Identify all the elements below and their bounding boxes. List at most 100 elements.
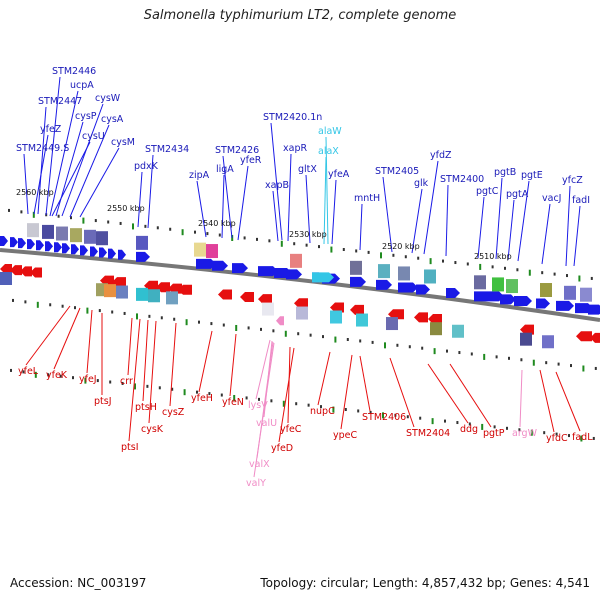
tick-dot xyxy=(568,434,570,438)
gene-label-forward: STM2447 xyxy=(38,96,82,107)
gene-label-forward: alaW xyxy=(318,126,342,137)
gene-label-reverse: argW xyxy=(512,428,538,439)
gene-block xyxy=(27,223,39,238)
label-leader-line xyxy=(331,179,337,245)
tick-dot xyxy=(20,210,23,214)
gene-arrow-reverse xyxy=(258,294,272,305)
gene-label-reverse: yfeN xyxy=(222,397,244,408)
gene-arrow-forward xyxy=(0,236,8,246)
gene-arrow-forward xyxy=(556,300,574,311)
tick-dot xyxy=(508,356,510,360)
label-leader-line xyxy=(539,369,555,433)
gene-arrow-forward xyxy=(108,248,116,259)
gene-label-reverse: STM2404 xyxy=(406,428,450,439)
gene-label-forward: yfeA xyxy=(328,169,350,180)
backbone-layer xyxy=(0,248,600,322)
label-leader-line xyxy=(449,363,492,428)
gene-label-forward: pgtB xyxy=(494,167,516,178)
gene-arrow-forward xyxy=(514,295,532,306)
gene-label-forward: yfcZ xyxy=(562,175,583,186)
leader-line-layer xyxy=(23,76,581,478)
tick-dot xyxy=(466,262,469,266)
gene-block xyxy=(70,228,82,243)
tick-dot xyxy=(34,371,37,378)
label-leader-line xyxy=(359,355,371,412)
gene-block xyxy=(136,287,148,301)
gene-arrow-forward xyxy=(376,279,392,290)
tick-dot xyxy=(530,429,533,436)
gene-block xyxy=(424,269,436,284)
label-leader-line xyxy=(541,203,551,265)
label-leader-line xyxy=(287,346,291,424)
gene-label-forward: yfdZ xyxy=(430,150,452,161)
tick-dot xyxy=(8,208,10,212)
tick-dot xyxy=(355,249,358,253)
tick-dot xyxy=(158,386,161,390)
label-leader-line xyxy=(33,134,49,215)
gene-label-forward: ligA xyxy=(216,164,234,175)
tick-dot xyxy=(566,274,568,278)
label-leader-line xyxy=(423,160,439,255)
tick-dot xyxy=(322,335,324,339)
gene-label-forward: glk xyxy=(414,178,429,189)
gene-label-forward: zipA xyxy=(189,170,210,181)
gene-arrow-reverse xyxy=(218,289,232,300)
gene-label-forward: gltX xyxy=(298,164,317,175)
gene-label-forward: STM2449.S xyxy=(16,143,69,154)
tick-dot xyxy=(359,339,362,343)
tick-dot xyxy=(268,239,271,243)
tick-dot xyxy=(96,379,99,383)
gene-block xyxy=(330,310,342,324)
tick-dot xyxy=(231,234,234,241)
label-leader-line xyxy=(253,342,275,478)
gene-block xyxy=(564,285,576,300)
tick-dot xyxy=(148,314,151,318)
gene-label-reverse: valY xyxy=(246,478,266,489)
gene-label-forward: pgtA xyxy=(506,189,529,200)
tick-dot xyxy=(181,229,184,236)
gene-label-reverse: fadL xyxy=(572,432,593,443)
gene-arrow-forward xyxy=(500,294,516,305)
gene-arrow-reverse xyxy=(100,275,114,286)
gene-block xyxy=(506,279,518,294)
tick-dot xyxy=(541,271,544,275)
gene-block xyxy=(56,226,68,241)
tick-dot xyxy=(258,397,260,401)
tick-dot xyxy=(394,413,397,417)
gene-block xyxy=(356,313,368,327)
gene-arrow-reverse xyxy=(428,313,442,324)
tick-dot xyxy=(136,313,138,320)
gene-label-reverse: yfeC xyxy=(280,424,302,435)
tick-dot xyxy=(468,422,471,426)
tick-dot xyxy=(156,226,159,230)
tick-dot xyxy=(59,374,62,378)
gene-arrow-forward xyxy=(416,284,430,295)
label-leader-line xyxy=(137,171,143,228)
label-leader-line xyxy=(519,369,523,428)
tick-dot xyxy=(208,392,211,396)
gene-arrow-forward xyxy=(398,282,418,293)
gene-label-reverse: crr xyxy=(120,376,133,387)
trna-arrow-forward xyxy=(312,272,334,283)
tick-dot xyxy=(470,352,473,356)
label-leader-line xyxy=(25,305,71,366)
label-leader-line xyxy=(37,106,47,215)
label-leader-line xyxy=(229,333,237,397)
gene-block xyxy=(104,284,116,298)
gene-arrow-reverse xyxy=(240,292,254,303)
tick-dot xyxy=(382,412,384,419)
tick-dot xyxy=(74,306,76,310)
label-layer: 2560 kbp 2550 kbp 2540 kbp 2530 kbp 2520 kbp… xyxy=(16,66,593,489)
tick-dot xyxy=(295,402,298,406)
tick-dot xyxy=(72,376,74,380)
tick-dot xyxy=(282,400,285,407)
tick-dot xyxy=(119,221,122,225)
gene-label-reverse: nupC xyxy=(310,406,335,417)
gene-label-reverse: valX xyxy=(249,459,270,470)
gene-label-forward: ucpA xyxy=(70,80,94,91)
gene-arrow-reverse xyxy=(576,331,592,342)
tick-dot xyxy=(446,349,448,353)
tick-dot xyxy=(495,355,498,359)
tick-dot xyxy=(594,366,597,370)
gene-label-forward: STM2400 xyxy=(440,174,484,185)
